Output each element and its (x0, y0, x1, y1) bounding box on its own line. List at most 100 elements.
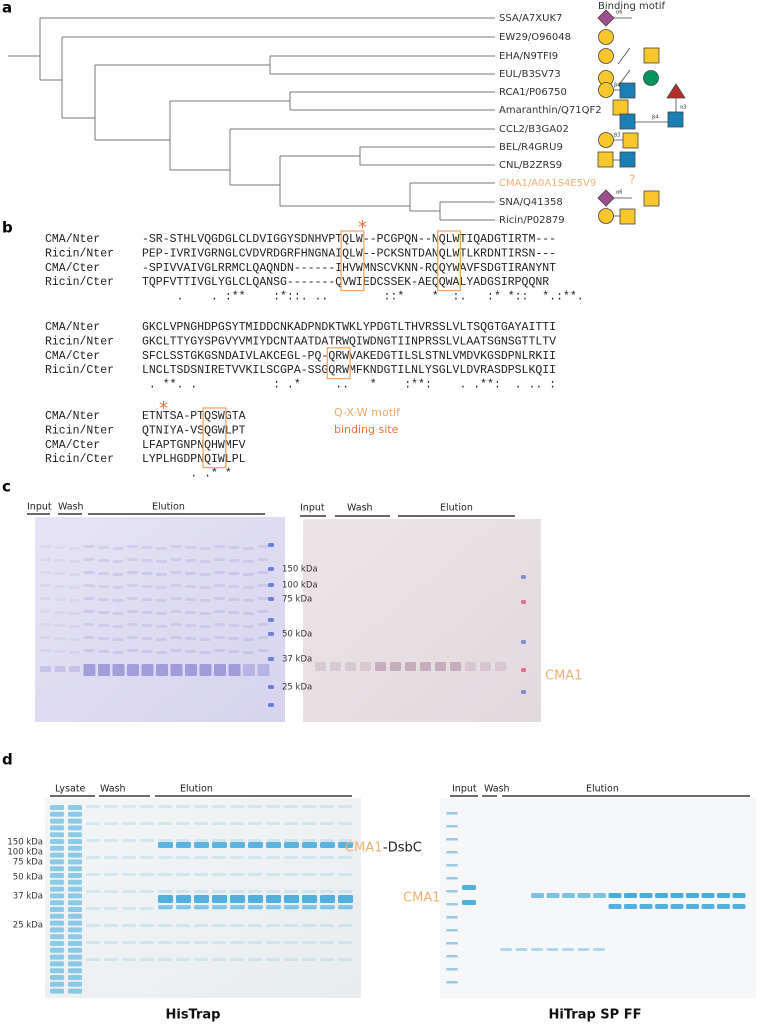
band (338, 958, 352, 961)
band (176, 805, 190, 808)
band (50, 873, 64, 878)
band (68, 900, 82, 906)
band (141, 585, 153, 588)
taxon: SSA/A7XUK7 (499, 13, 562, 24)
taxon: CNL/B2ZRS9 (499, 160, 562, 171)
band (248, 856, 262, 859)
band (158, 941, 172, 944)
band (345, 662, 356, 671)
band (446, 864, 458, 867)
band (104, 822, 118, 825)
band (212, 805, 226, 808)
band (156, 599, 167, 602)
band (50, 981, 64, 987)
marker-label: 75 kDa (282, 595, 312, 605)
marker-label: 25 kDa (282, 683, 312, 693)
band (446, 916, 458, 919)
band (185, 546, 196, 549)
taxon: EUL/B3SV73 (499, 69, 561, 80)
band (40, 610, 51, 613)
band (284, 924, 298, 927)
sequence: -SPIVVAIVGLRRMCLQAQNDN------IHVWMNSCVKNN… (142, 262, 556, 275)
band (127, 558, 138, 561)
linkage: α6 (616, 190, 622, 196)
band (212, 895, 227, 903)
band (50, 941, 64, 946)
band (214, 649, 225, 652)
band (40, 558, 51, 561)
taxon: CCL2/B3GA02 (499, 124, 569, 135)
band-label: CMA1 (403, 891, 440, 906)
band (40, 545, 51, 548)
band (243, 586, 254, 589)
band (83, 545, 95, 548)
seq-name: CMA/Nter (45, 233, 100, 246)
band (50, 934, 64, 940)
band (68, 988, 82, 994)
marker-label: 100 kDa (7, 848, 43, 858)
band (69, 651, 80, 654)
band (284, 895, 299, 903)
band (228, 559, 240, 562)
band (69, 612, 80, 615)
band (624, 893, 637, 898)
band (521, 575, 526, 579)
band (69, 560, 80, 563)
seq-name: CMA/Nter (45, 321, 100, 334)
band (140, 822, 154, 825)
lane-header: Wash (484, 784, 510, 795)
band (655, 893, 668, 898)
band (69, 586, 80, 589)
band (50, 900, 64, 906)
band (338, 822, 352, 825)
band (68, 927, 82, 933)
band (140, 805, 154, 808)
band (50, 839, 64, 844)
band (127, 664, 139, 676)
column-title: HisTrap (165, 1008, 220, 1023)
sequence: TQPFVTTIVGLYGLCLQANSG-------QVWIEDCSSEK-… (142, 276, 549, 289)
band (248, 822, 262, 825)
binding-star: * (358, 217, 367, 238)
band (176, 856, 190, 859)
band (86, 873, 100, 876)
band (248, 890, 262, 893)
band (40, 649, 51, 652)
band (701, 893, 715, 898)
band (562, 893, 575, 898)
band (375, 662, 386, 671)
band (68, 818, 82, 824)
band (338, 895, 353, 903)
band (127, 610, 138, 613)
band (98, 650, 109, 653)
band (50, 975, 64, 980)
band (54, 611, 66, 614)
lane-header: Wash (100, 784, 126, 795)
band (50, 852, 64, 858)
band (194, 842, 209, 848)
gel (35, 517, 285, 722)
band (230, 822, 244, 825)
band (266, 805, 280, 808)
band (104, 805, 118, 808)
band (156, 573, 167, 576)
band (199, 612, 211, 615)
band (122, 822, 136, 825)
band (446, 968, 458, 971)
band (266, 890, 280, 893)
band (104, 907, 118, 910)
band (462, 885, 476, 890)
band (50, 913, 64, 919)
band (302, 839, 316, 842)
band (176, 941, 190, 944)
band (320, 958, 334, 961)
band (176, 958, 190, 961)
band (320, 805, 334, 808)
band (112, 560, 124, 563)
band (446, 890, 458, 893)
band (266, 895, 281, 903)
band (302, 924, 316, 927)
seq-name: Ricin/Nter (45, 247, 114, 260)
band (194, 839, 208, 842)
band (141, 624, 153, 627)
